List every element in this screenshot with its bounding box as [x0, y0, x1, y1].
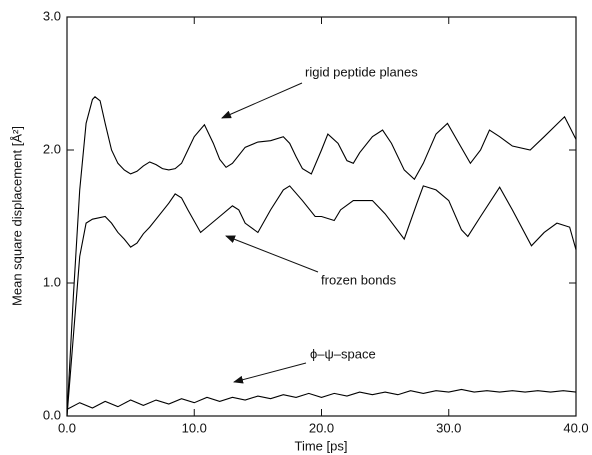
series-line: [66, 96, 577, 417]
x-tick-label: 30.0: [436, 420, 461, 435]
x-tick-label: 20.0: [309, 420, 334, 435]
annotation-arrow: [225, 235, 319, 273]
annotation: ϕ–ψ–space: [310, 346, 376, 361]
x-tick-label: 0.0: [58, 420, 76, 435]
annotation: frozen bonds: [321, 272, 397, 287]
annotation-arrow: [233, 362, 307, 384]
y-tick-label: 3.0: [43, 8, 61, 23]
series-line: [66, 185, 577, 417]
y-axis-label: Mean square displacement [Å²]: [9, 126, 24, 306]
x-axis-label: Time [ps]: [295, 438, 348, 453]
y-tick-label: 1.0: [43, 274, 61, 289]
y-tick-label: 2.0: [43, 141, 61, 156]
series-line: [66, 388, 577, 410]
x-tick-label: 10.0: [182, 420, 207, 435]
annotation: rigid peptide planes: [305, 64, 418, 79]
x-tick-label: 40.0: [563, 420, 588, 435]
annotation-arrow: [221, 82, 303, 119]
y-tick-label: 0.0: [43, 407, 61, 422]
